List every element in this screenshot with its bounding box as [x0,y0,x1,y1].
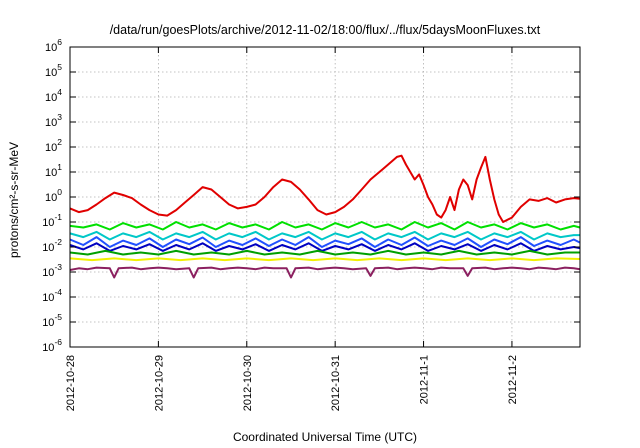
y-tick-exponent: -1 [54,212,62,222]
x-axis-label: Coordinated Universal Time (UTC) [233,430,417,444]
y-tick-exponent: 0 [57,187,62,197]
y-tick-exponent: 4 [57,87,62,97]
x-tick-label: 2012-11-1 [419,355,431,404]
y-tick-exponent: -3 [54,262,62,272]
y-tick-exponent: 3 [57,112,62,122]
y-tick-label: 106 [45,37,62,54]
y-axis-label: protons/cm²-s-sr-MeV [7,142,21,258]
y-tick-exponent: 6 [57,37,62,47]
y-tick-exponent: 5 [57,62,62,72]
y-tick-label: 101 [45,162,62,179]
y-tick-label: 103 [45,112,62,129]
y-tick-base: 10 [45,117,57,129]
y-tick-label: 10-3 [42,262,62,279]
series-line [69,221,581,231]
y-tick-label: 102 [45,137,62,154]
y-tick-base: 10 [45,192,57,204]
y-tick-exponent: -4 [54,287,62,297]
x-tick-label: 2012-10-31 [330,355,342,411]
y-tick-base: 10 [45,42,57,54]
y-tick-base: 10 [42,292,54,304]
y-tick-label: 10-2 [42,237,62,254]
y-tick-base: 10 [42,267,54,279]
grid-lines [70,47,580,347]
y-tick-exponent: -2 [54,237,62,247]
y-tick-base: 10 [42,242,54,254]
x-tick-label: 2012-10-28 [65,355,77,411]
series-line [69,230,580,241]
y-tick-base: 10 [45,67,57,79]
y-tick-base: 10 [45,167,57,179]
y-tick-exponent: -6 [54,337,62,347]
y-tick-exponent: 2 [57,137,62,147]
y-tick-label: 10-5 [42,312,62,329]
series-line [69,266,581,279]
series-lines [69,154,581,279]
y-tick-label: 10-1 [42,212,62,229]
series-line [69,236,581,248]
y-tick-exponent: 1 [57,162,62,172]
series-line [69,242,581,252]
y-tick-base: 10 [42,217,54,229]
y-tick-base: 10 [42,317,54,329]
x-tick-label: 2012-10-29 [153,355,165,411]
x-tick-label: 2012-11-2 [507,355,519,404]
chart-title: /data/run/goesPlots/archive/2012-11-02/1… [110,23,541,37]
x-tick-labels: 2012-10-28 2012-10-29 2012-10-30 2012-10-31… [65,355,519,411]
y-tick-base: 10 [45,92,57,104]
y-tick-label: 10-6 [42,337,62,354]
y-tick-label: 100 [45,187,62,204]
series-line [69,154,581,223]
y-tick-base: 10 [42,342,54,354]
axis-ticks [69,46,580,348]
y-tick-labels: 10-610-510-410-310-210-11001011021031041… [42,37,62,354]
series-line [69,249,580,256]
series-line [69,257,581,262]
y-tick-label: 105 [45,62,62,79]
y-tick-exponent: -5 [54,312,62,322]
x-tick-label: 2012-10-30 [242,355,254,411]
y-tick-label: 10-4 [42,287,62,304]
y-tick-base: 10 [45,142,57,154]
y-tick-label: 104 [45,87,62,104]
